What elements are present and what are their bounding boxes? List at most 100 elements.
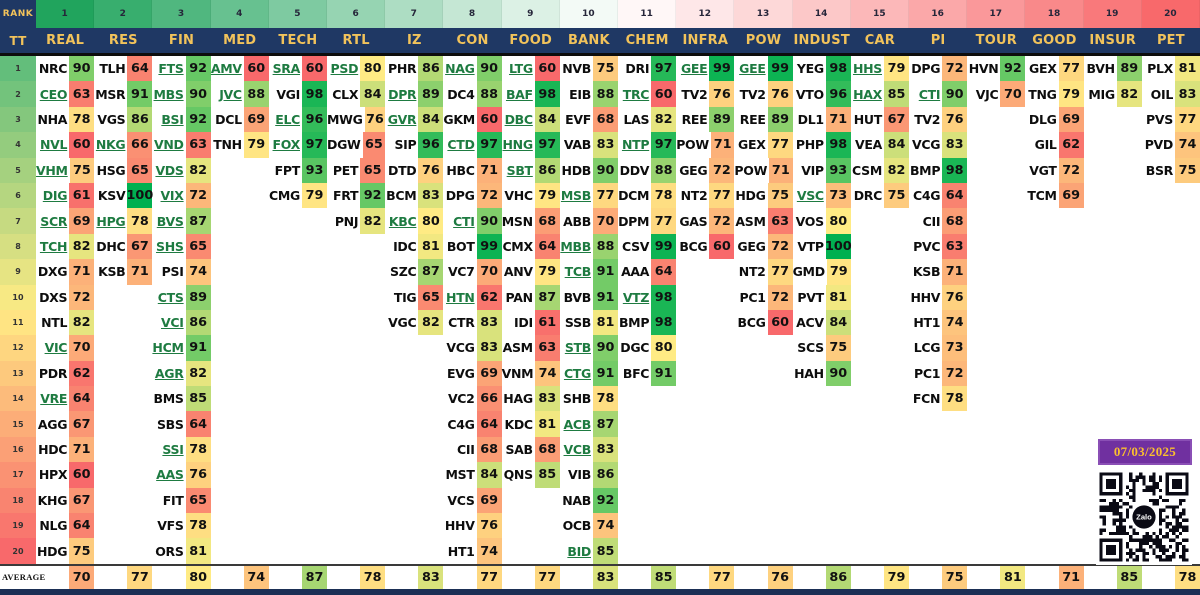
row-number: 2 <box>0 81 36 107</box>
ticker-link-DIG[interactable]: DIG <box>42 188 68 204</box>
ticker-link-VCI[interactable]: VCI <box>160 315 184 331</box>
ticker-link-NAG[interactable]: NAG <box>445 61 475 77</box>
ticker-link-HNG[interactable]: HNG <box>502 137 534 153</box>
ticker-link-FOX[interactable]: FOX <box>272 137 301 153</box>
average-value: 75 <box>942 565 968 589</box>
score-cell: 92 <box>593 487 618 514</box>
ticker-link-JVC[interactable]: JVC <box>219 86 242 102</box>
ticker-link-VND[interactable]: VND <box>153 137 184 153</box>
score-cell: 80 <box>825 208 851 234</box>
ticker-DPM: DPM <box>618 213 650 229</box>
ticker-link-GEE[interactable]: GEE <box>680 61 708 77</box>
ticker-link-SBT[interactable]: SBT <box>506 162 533 178</box>
heatmap-cell <box>1142 259 1200 284</box>
heatmap-cell <box>734 437 792 462</box>
rank-cell-4: 4 <box>210 0 269 28</box>
average-cell-iz: 83 <box>385 565 444 589</box>
ticker-NVB: NVB <box>562 61 591 77</box>
heatmap-cell <box>327 335 385 360</box>
ticker-HAH: HAH <box>794 365 824 381</box>
heatmap-cell: VHM 75 <box>36 157 95 183</box>
ticker-link-MSB[interactable]: MSB <box>560 188 591 204</box>
ticker-link-BID[interactable]: BID <box>567 543 591 559</box>
ticker-link-TCH[interactable]: TCH <box>39 238 68 254</box>
ticker-link-VTZ[interactable]: VTZ <box>622 289 650 305</box>
ticker-link-NKG[interactable]: NKG <box>95 137 126 153</box>
ticker-link-CEO[interactable]: CEO <box>39 86 68 102</box>
ticker-link-NVL[interactable]: NVL <box>39 137 68 153</box>
ticker-link-NTP[interactable]: NTP <box>621 137 650 153</box>
ticker-link-KBC[interactable]: KBC <box>388 213 417 229</box>
heatmap-cell <box>1025 386 1083 411</box>
ticker-link-BSI[interactable]: BSI <box>161 111 184 127</box>
ticker-link-SCR[interactable]: SCR <box>40 213 68 229</box>
ticker-link-SRA[interactable]: SRA <box>272 61 301 77</box>
ticker-link-AAS[interactable]: AAS <box>156 467 184 483</box>
ticker-link-VCB[interactable]: VCB <box>563 442 592 458</box>
ticker-link-HHS[interactable]: HHS <box>852 61 882 77</box>
ticker-link-MBS[interactable]: MBS <box>153 86 184 102</box>
sector-header-iz: IZ <box>406 33 422 48</box>
ticker-link-STB[interactable]: STB <box>564 340 591 356</box>
ticker-link-CTD[interactable]: CTD <box>447 137 475 153</box>
ticker-link-BAF[interactable]: BAF <box>505 86 533 102</box>
ticker-link-MBB[interactable]: MBB <box>560 238 591 254</box>
ticker-ABB: ABB <box>563 213 591 229</box>
ticker-link-GEE[interactable]: GEE <box>739 61 766 77</box>
average-value: 77 <box>534 565 560 589</box>
ticker-link-DBC[interactable]: DBC <box>504 111 533 127</box>
zalo-qr-code[interactable]: Zalo <box>1096 469 1192 565</box>
ticker-link-SSI[interactable]: SSI <box>162 442 184 458</box>
ticker-link-LTG[interactable]: LTG <box>509 61 533 77</box>
ticker-link-CTI[interactable]: CTI <box>453 213 475 229</box>
ticker-link-VSC[interactable]: VSC <box>796 188 824 204</box>
ticker-PET: PET <box>332 162 359 178</box>
ticker-QNS: QNS <box>503 467 534 483</box>
ticker-link-AGR[interactable]: AGR <box>154 365 184 381</box>
ticker-link-HAX[interactable]: HAX <box>853 86 882 102</box>
ticker-link-CTI[interactable]: CTI <box>918 86 941 102</box>
score-cell: 82 <box>185 360 211 387</box>
heatmap-cell: VDS 82 <box>152 157 211 183</box>
score-cell: 84 <box>534 106 560 133</box>
ticker-link-BVS[interactable]: BVS <box>156 213 184 229</box>
score-cell: 71 <box>769 157 793 183</box>
ticker-link-CTG[interactable]: CTG <box>563 365 591 381</box>
score-cell: 88 <box>476 81 502 107</box>
ticker-link-HPG[interactable]: HPG <box>96 213 126 229</box>
heatmap-cell <box>385 538 443 563</box>
ticker-link-CTS[interactable]: CTS <box>157 289 184 305</box>
ticker-DCM: DCM <box>618 188 650 204</box>
ticker-link-TRC[interactable]: TRC <box>622 86 650 102</box>
score-cell: 83 <box>593 132 618 158</box>
ticker-link-VIC[interactable]: VIC <box>44 340 68 356</box>
heatmap-cell <box>211 462 269 487</box>
heatmap-cell: HTN 62 <box>443 284 502 310</box>
heatmap-cell <box>909 538 967 563</box>
sector-header-med: MED <box>223 33 257 48</box>
average-value: 87 <box>302 565 327 589</box>
ticker-link-ACB[interactable]: ACB <box>563 416 592 432</box>
ticker-link-GVR[interactable]: GVR <box>387 111 417 127</box>
ticker-link-VRE[interactable]: VRE <box>40 391 68 407</box>
ticker-link-VHM[interactable]: VHM <box>36 162 68 178</box>
average-value: 83 <box>593 565 618 589</box>
ticker-link-PSD[interactable]: PSD <box>330 61 359 77</box>
score-cell: 67 <box>69 411 95 437</box>
ticker-link-DPR[interactable]: DPR <box>388 86 417 102</box>
ticker-link-FTS[interactable]: FTS <box>158 61 184 77</box>
heatmap-cell: PET 65 <box>327 157 386 183</box>
ticker-link-AMV[interactable]: AMV <box>210 61 242 77</box>
ticker-link-ELC[interactable]: ELC <box>275 111 300 127</box>
ticker-link-VDS[interactable]: VDS <box>155 162 184 178</box>
score-cell: 84 <box>418 106 444 133</box>
score-cell: 96 <box>418 132 444 158</box>
score-cell: 60 <box>534 56 560 82</box>
ticker-link-HCM[interactable]: HCM <box>152 340 184 356</box>
ticker-link-HTN[interactable]: HTN <box>446 289 475 305</box>
ticker-link-SHS[interactable]: SHS <box>156 238 184 254</box>
ticker-link-VIX[interactable]: VIX <box>160 188 184 204</box>
ticker-link-TCB[interactable]: TCB <box>564 264 592 280</box>
ticker-VAB: VAB <box>563 137 591 153</box>
ticker-ANV: ANV <box>503 264 533 280</box>
